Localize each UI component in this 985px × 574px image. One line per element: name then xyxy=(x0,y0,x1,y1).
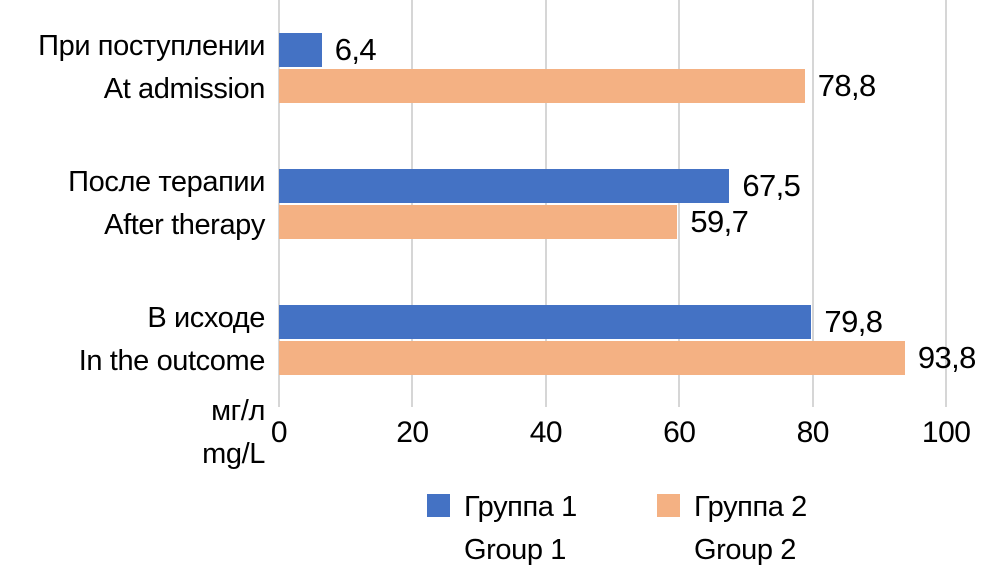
bar-value-label: 79,8 xyxy=(824,304,883,339)
bar-value-label: 78,8 xyxy=(817,68,877,103)
bar-series1-cat3 xyxy=(279,305,812,339)
bar-series1-cat1 xyxy=(279,33,322,67)
bar-series2-cat3 xyxy=(279,341,905,375)
x-tick-label-80: 80 xyxy=(796,416,830,449)
x-tick-label-40: 40 xyxy=(529,416,563,449)
bar-series2-cat1 xyxy=(279,69,805,103)
category-label-2: После терапии After therapy xyxy=(68,161,265,247)
category-label-3: В исходе In the outcome xyxy=(78,297,266,383)
category-label-line-en: At admission xyxy=(103,73,266,105)
gridline-40 xyxy=(544,0,547,407)
legend-swatch-series2 xyxy=(657,494,680,517)
bar-value-label: 6,4 xyxy=(334,32,377,67)
gridline-20 xyxy=(411,0,414,407)
legend-swatch-series1 xyxy=(427,494,450,517)
gridline-0 xyxy=(278,0,280,407)
category-label-line-ru: После терапии xyxy=(68,166,265,198)
x-axis-unit-label: мг/л mg/L xyxy=(202,390,265,476)
category-label-line-ru: При поступлении xyxy=(38,30,265,62)
x-tick-label-100: 100 xyxy=(921,416,971,449)
category-label-line-en: In the outcome xyxy=(78,345,266,377)
bar-value-label: 67,5 xyxy=(742,168,801,203)
legend-label-series2: Группа 2 Group 2 xyxy=(694,486,807,572)
bar-series2-cat2 xyxy=(279,205,678,239)
x-axis-unit-line-en: mg/L xyxy=(202,438,265,470)
legend-item-2: Группа 2 Group 2 xyxy=(657,486,807,572)
gridline-100 xyxy=(945,0,948,407)
x-tick-label-20: 20 xyxy=(396,416,429,449)
category-label-1: При поступлении At admission xyxy=(38,25,265,111)
gridline-80 xyxy=(811,0,814,407)
bar-value-label: 93,8 xyxy=(917,340,977,375)
category-label-line-ru: В исходе xyxy=(147,302,265,334)
bar-value-label: 59,7 xyxy=(690,204,749,239)
x-tick-label-0: 0 xyxy=(270,416,288,449)
legend-label-line-en: Group 2 xyxy=(694,534,796,566)
x-tick-label-60: 60 xyxy=(663,416,696,449)
legend-label-series1: Группа 1 Group 1 xyxy=(464,486,577,572)
legend-item-1: Группа 1 Group 1 xyxy=(427,486,577,572)
category-label-line-en: After therapy xyxy=(104,209,265,241)
gridline-60 xyxy=(678,0,681,407)
x-axis-unit-line-ru: мг/л xyxy=(211,395,265,427)
bar-series1-cat2 xyxy=(279,169,730,203)
legend-label-line-ru: Группа 1 xyxy=(464,491,577,523)
legend-label-line-ru: Группа 2 xyxy=(694,491,807,523)
legend-label-line-en: Group 1 xyxy=(464,534,566,566)
